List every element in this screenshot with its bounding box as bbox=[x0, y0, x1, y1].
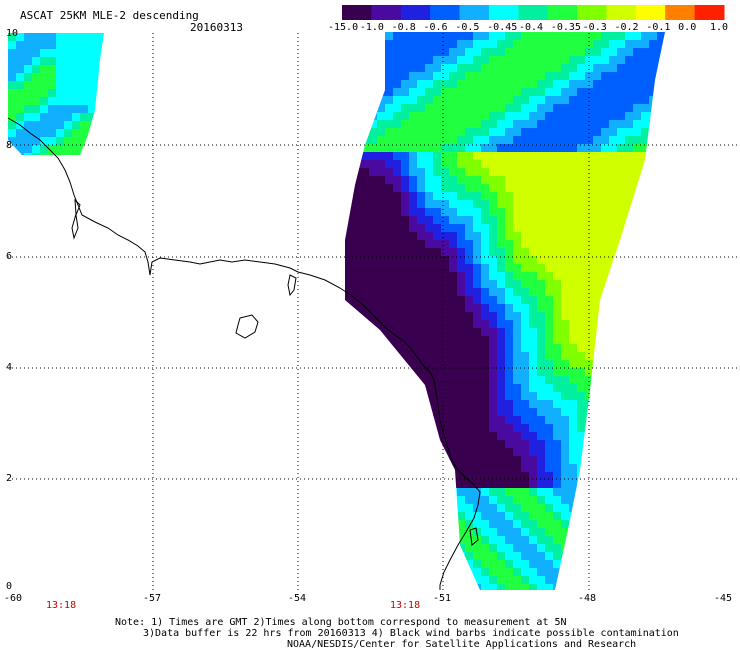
colorbar-label: -1.0 bbox=[359, 22, 384, 33]
colorbar-label: -15.0 bbox=[328, 22, 359, 33]
date-label: 20160313 bbox=[190, 21, 243, 34]
note-line: Note: 1) Times are GMT 2)Times along bot… bbox=[115, 617, 567, 628]
lon-label: -60 bbox=[4, 593, 23, 604]
colorbar-label: -0.35 bbox=[550, 22, 581, 33]
lat-label: 4 bbox=[6, 362, 13, 373]
colorbar-segment bbox=[694, 5, 725, 20]
lat-label: 10 bbox=[6, 28, 19, 39]
lon-label: -54 bbox=[288, 593, 307, 604]
swath-east bbox=[345, 32, 665, 590]
colorbar-label: -0.3 bbox=[582, 22, 607, 33]
colorbar-segment bbox=[342, 5, 372, 20]
colorbar-label: -0.2 bbox=[614, 22, 639, 33]
lat-label: 8 bbox=[6, 140, 13, 151]
swath-west bbox=[8, 33, 104, 155]
coastline bbox=[7, 117, 481, 590]
note-line: NOAA/NESDIS/Center for Satellite Applica… bbox=[287, 639, 637, 650]
lat-lon-grid bbox=[8, 33, 738, 590]
lat-label: 0 bbox=[6, 581, 13, 592]
colorbar-segment bbox=[400, 5, 431, 20]
colorbar-segment bbox=[459, 5, 490, 20]
lat-label: 6 bbox=[6, 251, 13, 262]
colorbar-label: 0.0 bbox=[678, 22, 697, 33]
colorbar-label: 1.0 bbox=[710, 22, 729, 33]
colorbar-label: -0.4 bbox=[519, 22, 544, 33]
colorbar-segment bbox=[577, 5, 607, 20]
lon-label: -48 bbox=[578, 593, 597, 604]
lat-label: 2 bbox=[6, 473, 13, 484]
colorbar-segment bbox=[488, 5, 519, 20]
page-title: ASCAT 25KM MLE-2 descending bbox=[20, 9, 199, 22]
colorbar-label: -0.1 bbox=[646, 22, 671, 33]
time-label: 13:18 bbox=[390, 600, 421, 611]
lon-label: -51 bbox=[433, 593, 452, 604]
colorbar-segment bbox=[518, 5, 549, 20]
lon-label: -45 bbox=[714, 593, 733, 604]
note-line: 3)Data buffer is 22 hrs from 20160313 4)… bbox=[143, 628, 679, 639]
wind-speed-swaths bbox=[8, 32, 665, 590]
colorbar-label: -0.5 bbox=[455, 22, 480, 33]
colorbar-label: -0.8 bbox=[391, 22, 416, 33]
colorbar-segment bbox=[430, 5, 461, 20]
colorbar-label: -0.45 bbox=[487, 22, 518, 33]
colorbar-segment bbox=[635, 5, 666, 20]
colorbar bbox=[342, 5, 725, 20]
colorbar-segment bbox=[606, 5, 637, 20]
colorbar-segment bbox=[547, 5, 578, 20]
colorbar-label: -0.6 bbox=[423, 22, 448, 33]
time-label: 13:18 bbox=[46, 600, 77, 611]
colorbar-segment bbox=[371, 5, 402, 20]
lon-label: -57 bbox=[143, 593, 162, 604]
colorbar-segment bbox=[665, 5, 696, 20]
